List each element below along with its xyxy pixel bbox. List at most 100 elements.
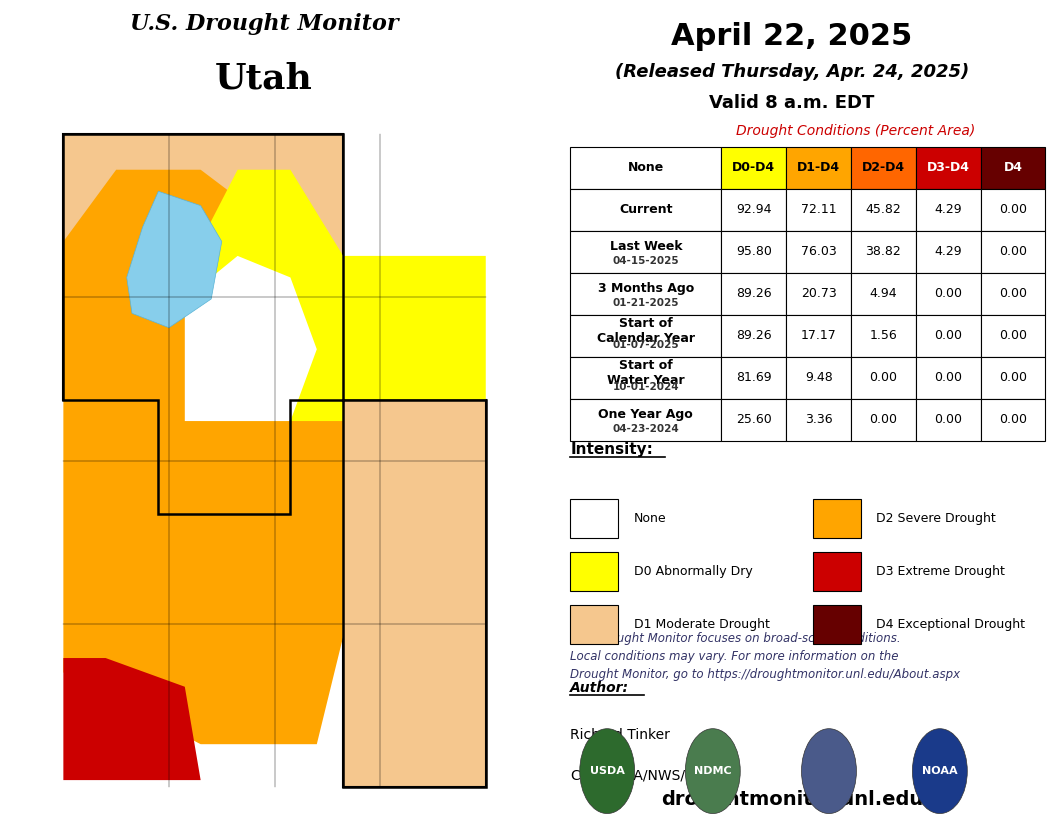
- Text: 0.00: 0.00: [935, 287, 962, 300]
- Text: NDMC: NDMC: [694, 766, 732, 776]
- Bar: [721, 231, 787, 273]
- Text: 0.00: 0.00: [999, 287, 1027, 300]
- Text: 89.26: 89.26: [736, 287, 772, 300]
- Text: 04-23-2024: 04-23-2024: [612, 424, 679, 434]
- Text: 1.56: 1.56: [869, 329, 898, 342]
- Text: Start of
Calendar Year: Start of Calendar Year: [597, 317, 695, 344]
- Polygon shape: [63, 658, 201, 780]
- Text: None: None: [627, 162, 664, 175]
- Text: USDA: USDA: [589, 766, 625, 776]
- Text: 0.00: 0.00: [999, 413, 1027, 426]
- Text: D1-D4: D1-D4: [797, 162, 841, 175]
- Text: 0.00: 0.00: [999, 371, 1027, 384]
- Bar: [851, 273, 916, 315]
- Text: 0.00: 0.00: [999, 246, 1027, 259]
- Bar: [981, 315, 1045, 357]
- Bar: [916, 231, 981, 273]
- Text: droughtmonitor.unl.edu: droughtmonitor.unl.edu: [661, 791, 923, 809]
- Bar: [813, 605, 861, 644]
- Text: The Drought Monitor focuses on broad-scale conditions.
Local conditions may vary: The Drought Monitor focuses on broad-sca…: [570, 632, 960, 681]
- Text: D1 Moderate Drought: D1 Moderate Drought: [634, 618, 770, 631]
- Text: NOAA: NOAA: [922, 766, 958, 776]
- Text: 76.03: 76.03: [800, 246, 836, 259]
- Bar: [570, 188, 721, 231]
- Polygon shape: [63, 134, 486, 787]
- Bar: [721, 147, 787, 188]
- Bar: [851, 315, 916, 357]
- Bar: [981, 147, 1045, 188]
- Text: 92.94: 92.94: [736, 203, 772, 216]
- Text: 38.82: 38.82: [866, 246, 902, 259]
- Circle shape: [685, 729, 740, 814]
- Bar: [721, 399, 787, 441]
- Bar: [787, 315, 851, 357]
- Text: 01-07-2025: 01-07-2025: [612, 340, 679, 350]
- Text: Drought Conditions (Percent Area): Drought Conditions (Percent Area): [736, 123, 975, 138]
- Text: 3 Months Ago: 3 Months Ago: [598, 282, 694, 295]
- Bar: [721, 315, 787, 357]
- Circle shape: [580, 729, 635, 814]
- Text: D3 Extreme Drought: D3 Extreme Drought: [876, 565, 1005, 578]
- Bar: [570, 605, 618, 644]
- Bar: [570, 399, 721, 441]
- Polygon shape: [127, 191, 222, 328]
- Text: 89.26: 89.26: [736, 329, 772, 342]
- Bar: [787, 231, 851, 273]
- Text: 72.11: 72.11: [800, 203, 836, 216]
- Text: 4.29: 4.29: [935, 203, 962, 216]
- Polygon shape: [63, 170, 343, 744]
- Bar: [570, 499, 618, 538]
- Bar: [851, 147, 916, 188]
- Text: One Year Ago: One Year Ago: [599, 408, 693, 421]
- Text: 3.36: 3.36: [805, 413, 832, 426]
- Bar: [570, 273, 721, 315]
- Bar: [916, 188, 981, 231]
- Text: Author:: Author:: [570, 681, 629, 695]
- Text: D0-D4: D0-D4: [732, 162, 775, 175]
- Text: 4.29: 4.29: [935, 246, 962, 259]
- Text: 9.48: 9.48: [805, 371, 832, 384]
- Text: D4: D4: [1003, 162, 1022, 175]
- Text: CPC/NOAA/NWS/NCEP: CPC/NOAA/NWS/NCEP: [570, 769, 722, 783]
- Circle shape: [912, 729, 967, 814]
- Bar: [570, 315, 721, 357]
- Text: Utah: Utah: [215, 61, 313, 95]
- Bar: [916, 315, 981, 357]
- Text: 04-15-2025: 04-15-2025: [612, 256, 679, 266]
- Text: D3-D4: D3-D4: [927, 162, 969, 175]
- Bar: [916, 399, 981, 441]
- Bar: [813, 552, 861, 591]
- Text: 20.73: 20.73: [800, 287, 836, 300]
- Bar: [787, 399, 851, 441]
- Text: 0.00: 0.00: [999, 329, 1027, 342]
- Bar: [787, 357, 851, 399]
- Text: 4.94: 4.94: [870, 287, 898, 300]
- Text: U.S. Drought Monitor: U.S. Drought Monitor: [130, 14, 398, 35]
- Text: 45.82: 45.82: [866, 203, 902, 216]
- Text: April 22, 2025: April 22, 2025: [672, 22, 912, 51]
- Text: D2 Severe Drought: D2 Severe Drought: [876, 512, 996, 525]
- Bar: [721, 273, 787, 315]
- Bar: [981, 357, 1045, 399]
- Bar: [981, 231, 1045, 273]
- Bar: [981, 399, 1045, 441]
- Text: 17.17: 17.17: [800, 329, 836, 342]
- Bar: [916, 273, 981, 315]
- Bar: [981, 188, 1045, 231]
- Text: 81.69: 81.69: [736, 371, 772, 384]
- Text: 0.00: 0.00: [935, 413, 962, 426]
- Bar: [916, 357, 981, 399]
- Text: 01-21-2025: 01-21-2025: [612, 298, 679, 308]
- Text: 0.00: 0.00: [869, 371, 898, 384]
- Bar: [981, 273, 1045, 315]
- Text: D0 Abnormally Dry: D0 Abnormally Dry: [634, 565, 752, 578]
- Bar: [787, 147, 851, 188]
- Polygon shape: [201, 170, 486, 421]
- Polygon shape: [185, 256, 317, 421]
- Text: None: None: [634, 512, 666, 525]
- Text: Last Week: Last Week: [609, 240, 682, 253]
- Bar: [851, 399, 916, 441]
- Bar: [851, 231, 916, 273]
- Text: 25.60: 25.60: [736, 413, 772, 426]
- Bar: [813, 499, 861, 538]
